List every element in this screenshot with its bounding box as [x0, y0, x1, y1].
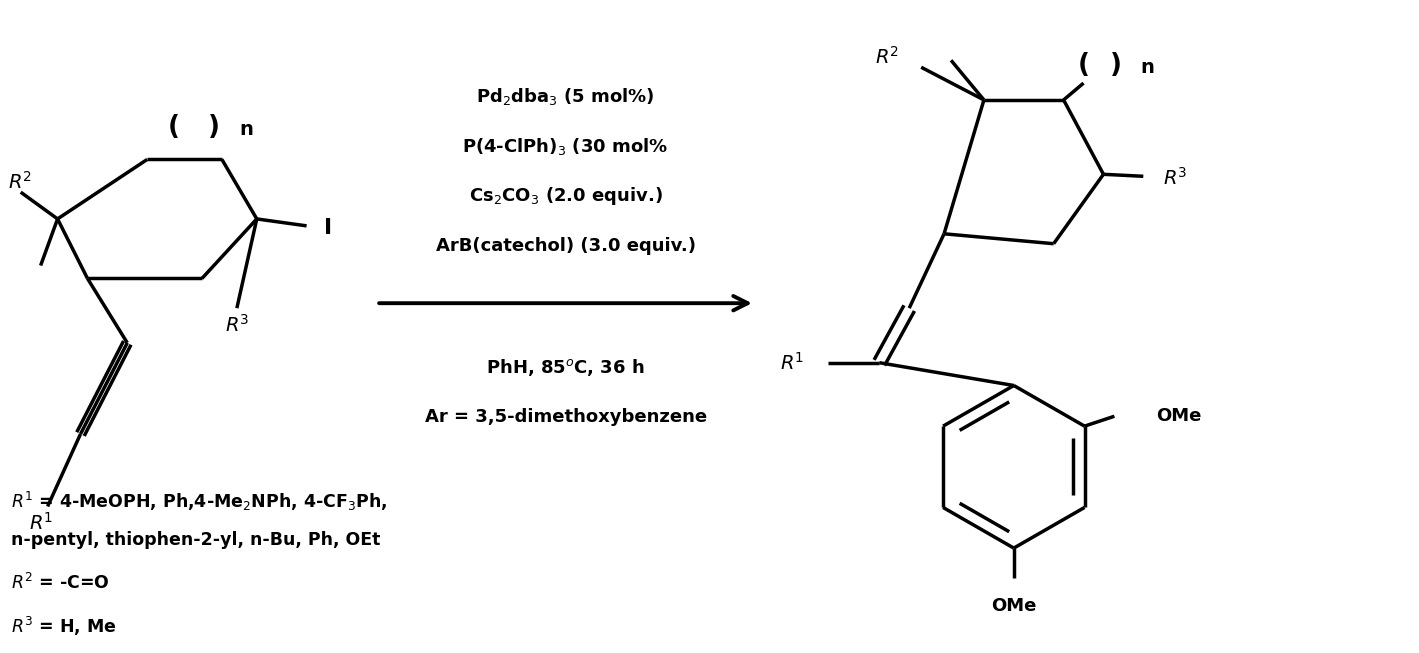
Text: $R^1$: $R^1$ — [28, 513, 53, 534]
Text: PhH, 85$^o$C, 36 h: PhH, 85$^o$C, 36 h — [487, 357, 644, 378]
Text: (: ( — [167, 114, 180, 140]
Text: Ar = 3,5-dimethoxybenzene: Ar = 3,5-dimethoxybenzene — [424, 408, 707, 426]
Text: ): ) — [209, 114, 220, 140]
Text: Cs$_2$CO$_3$ (2.0 equiv.): Cs$_2$CO$_3$ (2.0 equiv.) — [468, 185, 663, 207]
Text: $R^3$: $R^3$ — [224, 314, 250, 336]
Text: n: n — [1141, 57, 1154, 76]
Text: (: ( — [1077, 52, 1090, 78]
Text: $R^2$: $R^2$ — [876, 46, 900, 69]
Text: n: n — [240, 120, 254, 139]
Text: $R^2$: $R^2$ — [7, 171, 31, 193]
Text: n-pentyl, thiophen-2-yl, n-Bu, Ph, OEt: n-pentyl, thiophen-2-yl, n-Bu, Ph, OEt — [11, 532, 380, 549]
Text: I: I — [324, 218, 332, 238]
Text: $R^3$ = H, Me: $R^3$ = H, Me — [11, 614, 116, 637]
Text: OMe: OMe — [1156, 407, 1202, 425]
Text: $R^3$: $R^3$ — [1164, 167, 1188, 189]
Text: Pd$_2$dba$_3$ (5 mol%): Pd$_2$dba$_3$ (5 mol%) — [477, 86, 656, 108]
Text: $R^2$ = -C=O: $R^2$ = -C=O — [11, 573, 109, 593]
Text: $R^1$: $R^1$ — [780, 352, 805, 374]
Text: ArB(catechol) (3.0 equiv.): ArB(catechol) (3.0 equiv.) — [436, 236, 695, 255]
Text: $R^1$ = 4-MeOPH, Ph,4-Me$_2$NPh, 4-CF$_3$Ph,: $R^1$ = 4-MeOPH, Ph,4-Me$_2$NPh, 4-CF$_3… — [11, 490, 387, 513]
Text: OMe: OMe — [990, 597, 1036, 614]
Text: ): ) — [1111, 52, 1122, 78]
Text: P(4-ClPh)$_3$ (30 mol%: P(4-ClPh)$_3$ (30 mol% — [463, 136, 668, 157]
